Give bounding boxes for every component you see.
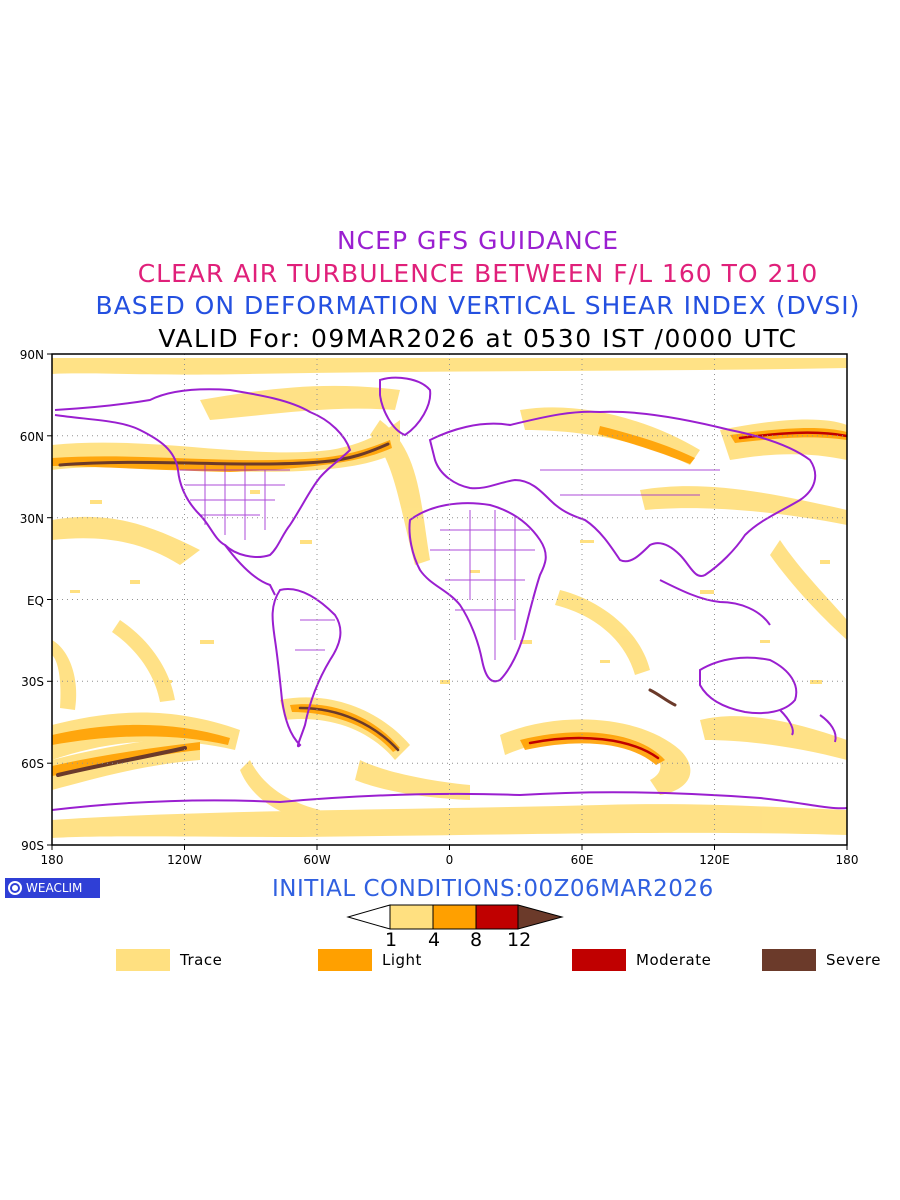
lat-label-60n: 60N [20, 430, 44, 444]
legend-label-trace: Trace [180, 951, 223, 969]
lat-label-60s: 60S [21, 757, 44, 771]
lon-label-180e: 180 [836, 853, 859, 867]
title-guidance: NCEP GFS GUIDANCE [336, 226, 619, 255]
initial-conditions: INITIAL CONDITIONS:00Z06MAR2026 [272, 876, 714, 902]
lon-label-60e: 60E [571, 853, 594, 867]
lat-label-eq: EQ [27, 594, 44, 608]
turbulence-map: 90N 60N 30N EQ 30S 60S 90S 180 120W 60W … [20, 348, 859, 867]
lon-label-120e: 120E [699, 853, 730, 867]
logo-circle-icon [8, 881, 22, 895]
colorbar-segment-light [432, 904, 477, 930]
legend-item-moderate: Moderate [572, 948, 711, 972]
weaclim-logo: WEACLIM [5, 878, 100, 898]
lat-label-90n: 90N [20, 348, 44, 362]
lat-label-30s: 30S [21, 675, 44, 689]
country-borders [180, 465, 720, 660]
legend-label-light: Light [382, 951, 422, 969]
turbulence-fields [52, 358, 847, 838]
legend-label-moderate: Moderate [636, 951, 712, 969]
lat-label-30n: 30N [20, 512, 44, 526]
title-product: CLEAR AIR TURBULENCE BETWEEN F/L 160 TO … [137, 259, 819, 288]
legend-swatch-trace [116, 949, 170, 971]
colorbar-segment-moderate [475, 904, 519, 930]
lon-label-60w: 60W [303, 853, 330, 867]
axis-ticks [47, 353, 848, 850]
lat-label-90s: 90S [21, 839, 44, 853]
legend-swatch-severe [762, 949, 816, 971]
legend-item-trace: Trace [116, 948, 222, 972]
lon-label-120w: 120W [167, 853, 202, 867]
legend-item-severe: Severe [762, 948, 881, 972]
coastlines [52, 376, 847, 811]
legend-item-light: Light [318, 948, 422, 972]
colorbar-segment-below [346, 904, 391, 930]
title-valid-time: VALID For: 09MAR2026 at 0530 IST /0000 U… [158, 324, 798, 353]
colorbar-threshold-12: 12 [507, 929, 532, 951]
legend-swatch-light [318, 949, 372, 971]
legend-label-severe: Severe [826, 951, 881, 969]
colorbar-threshold-1: 1 [385, 929, 398, 951]
colorbar [346, 904, 564, 930]
title-method: BASED ON DEFORMATION VERTICAL SHEAR INDE… [95, 291, 861, 320]
colorbar-threshold-4: 4 [428, 929, 441, 951]
colorbar-segment-severe [517, 904, 564, 930]
lon-label-0: 0 [446, 853, 454, 867]
logo-text: WEACLIM [26, 881, 83, 895]
graticule [52, 354, 847, 845]
lon-label-180w: 180 [41, 853, 64, 867]
legend-swatch-moderate [572, 949, 626, 971]
colorbar-segment-trace [389, 904, 434, 930]
colorbar-threshold-8: 8 [470, 929, 483, 951]
